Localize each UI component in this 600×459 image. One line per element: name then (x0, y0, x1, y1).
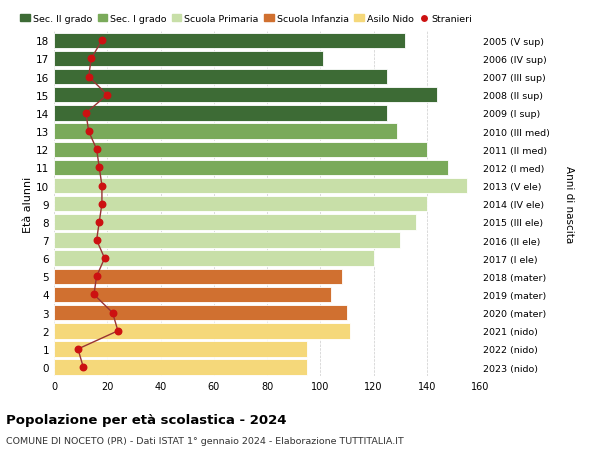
Bar (54, 269, 341, 285)
Bar (54, 341, 307, 357)
Bar (54, 196, 427, 212)
Point (97, 38, 107, 45)
Point (97, 183, 107, 190)
Point (92, 273, 101, 280)
Y-axis label: Anni di nascita: Anni di nascita (563, 166, 574, 243)
Point (92, 237, 101, 244)
Bar (54, 88, 437, 103)
Bar (54, 124, 397, 140)
Point (84, 128, 94, 135)
Point (73, 346, 83, 353)
Bar (54, 70, 387, 85)
Legend: Sec. II grado, Sec. I grado, Scuola Primaria, Scuola Infanzia, Asilo Nido, Stran: Sec. II grado, Sec. I grado, Scuola Prim… (20, 15, 472, 24)
Point (108, 309, 118, 317)
Bar (54, 160, 448, 176)
Point (113, 327, 123, 335)
Point (94, 164, 104, 172)
Bar (54, 142, 427, 157)
Bar (54, 305, 347, 321)
Bar (54, 324, 350, 339)
Bar (54, 287, 331, 302)
Point (94, 218, 104, 226)
Bar (54, 233, 400, 248)
Point (86, 56, 96, 63)
Bar (54, 179, 467, 194)
Point (92, 146, 101, 154)
Bar (54, 251, 373, 266)
Point (84, 74, 94, 81)
Bar (54, 34, 406, 49)
Point (79, 364, 88, 371)
Point (89, 291, 99, 298)
Text: Popolazione per età scolastica - 2024: Popolazione per età scolastica - 2024 (6, 413, 287, 426)
Bar (54, 51, 323, 67)
Bar (54, 359, 307, 375)
Point (103, 92, 112, 99)
Y-axis label: Età alunni: Età alunni (23, 176, 33, 232)
Point (97, 201, 107, 208)
Bar (54, 106, 387, 121)
Point (100, 255, 109, 262)
Point (81, 110, 91, 118)
Bar (54, 215, 416, 230)
Text: COMUNE DI NOCETO (PR) - Dati ISTAT 1° gennaio 2024 - Elaborazione TUTTITALIA.IT: COMUNE DI NOCETO (PR) - Dati ISTAT 1° ge… (6, 436, 404, 445)
